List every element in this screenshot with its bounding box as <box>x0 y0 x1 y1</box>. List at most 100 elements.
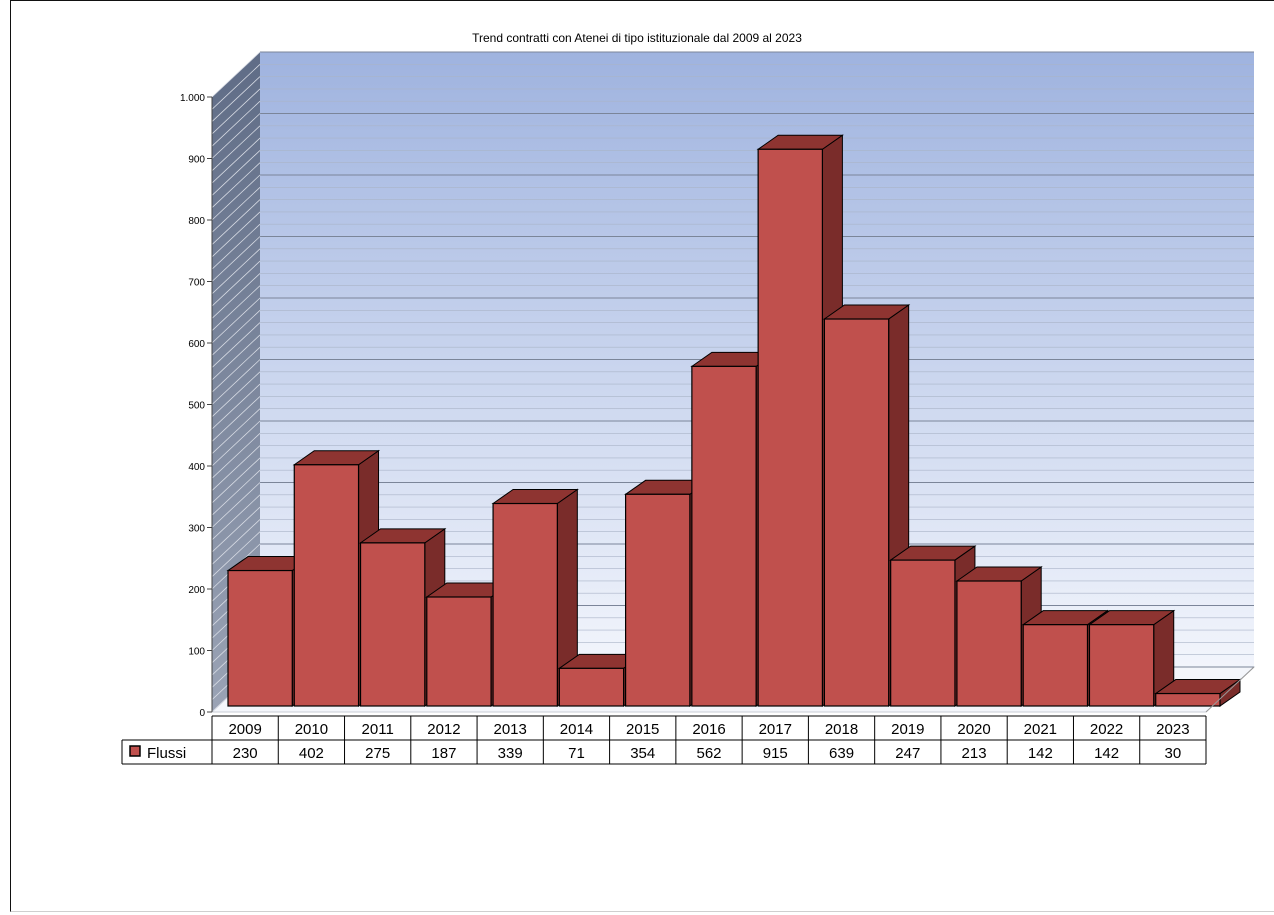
side-wall-gridline <box>211 494 261 541</box>
data-label: 339 <box>498 745 523 762</box>
y-tick-label: 600 <box>188 339 205 350</box>
side-wall-gridline <box>211 273 261 319</box>
side-wall-gridline <box>211 236 261 282</box>
side-wall-gridline <box>211 100 261 147</box>
y-tick-label: 500 <box>188 401 205 412</box>
x-tick-label: 2014 <box>560 721 593 738</box>
floor-edge <box>1205 666 1255 713</box>
x-tick-label: 2012 <box>427 721 460 738</box>
side-wall-gridline <box>211 396 261 442</box>
bar-front <box>492 502 558 707</box>
y-tick-label: 300 <box>188 524 205 535</box>
side-wall-gridline <box>211 408 261 454</box>
side-wall-gridline <box>211 334 261 381</box>
y-tick-label: 0 <box>199 708 205 719</box>
side-wall-gridline <box>211 371 261 418</box>
data-label: 562 <box>696 745 721 762</box>
side-wall-gridline <box>211 482 261 528</box>
data-label: 71 <box>568 745 585 762</box>
side-wall-gridline <box>211 76 261 122</box>
bar-front <box>1022 624 1089 707</box>
y-tick-label: 100 <box>188 647 205 658</box>
x-tick-label: 2021 <box>1024 721 1057 738</box>
bar-front <box>757 148 824 707</box>
data-label: 187 <box>431 745 456 762</box>
side-wall-gridline <box>211 113 261 159</box>
y-tick-label: 900 <box>188 155 205 166</box>
side-wall-gridline <box>211 51 261 98</box>
side-wall-gridline <box>211 322 261 368</box>
bar-front <box>227 569 293 707</box>
x-tick-label: 2011 <box>362 721 394 738</box>
data-label: 230 <box>233 745 258 762</box>
bar-front <box>1155 692 1221 707</box>
side-wall-gridline <box>211 310 261 356</box>
chart-frame <box>10 0 1274 912</box>
side-wall-gridline <box>211 125 261 172</box>
bar-front <box>1088 624 1155 707</box>
bar-front <box>293 464 360 707</box>
bar-front <box>691 365 757 707</box>
bar <box>955 566 1043 707</box>
bar <box>1154 678 1242 707</box>
x-tick-label: 2015 <box>626 721 659 738</box>
side-wall-gridline <box>211 469 261 516</box>
data-label: 213 <box>962 745 987 762</box>
side-wall-gridline <box>211 211 261 258</box>
side-wall-gridline <box>211 248 261 295</box>
data-label: 275 <box>365 745 390 762</box>
data-label: 915 <box>763 745 788 762</box>
x-tick-label: 2020 <box>957 721 990 738</box>
side-wall-gridline <box>211 162 261 208</box>
data-label: 142 <box>1028 745 1053 762</box>
data-label: 142 <box>1094 745 1119 762</box>
side-wall-gridline <box>211 297 261 344</box>
bar-front <box>426 596 492 707</box>
chart-title: Trend contratti con Atenei di tipo istit… <box>472 31 802 45</box>
side-wall-gridline <box>211 187 261 233</box>
x-tick-label: 2017 <box>759 721 792 738</box>
bar <box>491 488 579 707</box>
x-tick-label: 2018 <box>825 721 858 738</box>
data-label: 30 <box>1165 745 1182 762</box>
y-tick-label: 1.000 <box>180 93 205 104</box>
side-wall-gridline <box>211 346 261 393</box>
x-tick-label: 2023 <box>1156 721 1189 738</box>
data-label: 639 <box>829 745 854 762</box>
side-wall-gridline <box>211 174 261 221</box>
side-wall-gridline <box>211 457 261 504</box>
side-wall-gridline <box>211 88 261 135</box>
side-wall-gridline <box>211 383 261 430</box>
side-wall-gridline <box>211 506 261 553</box>
side-wall-gridline <box>211 531 261 577</box>
x-tick-label: 2019 <box>891 721 924 738</box>
bar-front <box>956 580 1022 707</box>
side-wall-gridline <box>211 445 261 491</box>
legend-swatch <box>129 745 141 757</box>
x-tick-label: 2010 <box>295 721 328 738</box>
side-wall-gridline <box>211 260 261 307</box>
side-wall-gridline <box>211 223 261 270</box>
side-wall-gridline <box>211 420 261 467</box>
x-tick-label: 2022 <box>1090 721 1123 738</box>
x-tick-label: 2016 <box>692 721 725 738</box>
side-wall-gridline <box>211 137 261 184</box>
bar-front <box>890 559 956 707</box>
side-wall-gridline <box>211 199 261 245</box>
bar-front <box>624 493 691 707</box>
x-tick-label: 2009 <box>228 721 261 738</box>
x-tick-label: 2013 <box>494 721 527 738</box>
y-tick-label: 400 <box>188 462 205 473</box>
side-wall-gridline <box>211 150 261 196</box>
bar-front <box>359 542 426 707</box>
side-wall-gridline <box>211 519 261 565</box>
bar-front <box>558 667 625 707</box>
legend-series-name: Flussi <box>147 745 186 762</box>
y-tick-label: 700 <box>188 278 205 289</box>
bar <box>1087 609 1176 707</box>
side-wall-gridline <box>211 359 261 405</box>
side-wall-gridline <box>211 64 261 110</box>
y-tick-label: 800 <box>188 216 205 227</box>
data-label: 402 <box>299 745 324 762</box>
